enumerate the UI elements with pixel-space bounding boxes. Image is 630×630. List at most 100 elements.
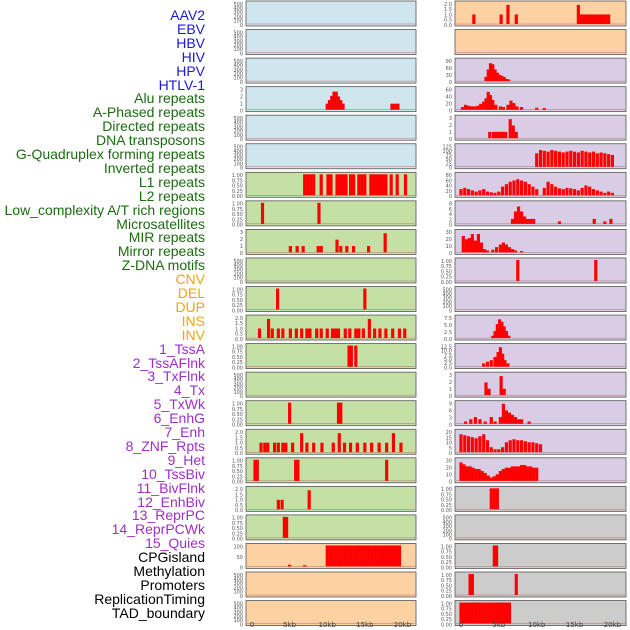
data-bar xyxy=(496,352,500,367)
data-bar xyxy=(474,602,478,624)
y-tick-label: 500 xyxy=(233,601,243,607)
data-bar xyxy=(363,288,367,310)
y-tick-label: 400 xyxy=(233,120,243,126)
data-bar xyxy=(501,447,505,453)
y-tick-label: 75 xyxy=(446,153,452,159)
y-tick-label: 6 xyxy=(449,207,452,213)
track-label: INS xyxy=(181,312,205,329)
y-tick-label: 0 xyxy=(449,423,452,429)
y-tick-label: 100 xyxy=(233,19,243,25)
y-tick-label: 0.00 xyxy=(441,622,452,628)
data-bar xyxy=(529,218,533,224)
x-tick-label: 5kb xyxy=(283,621,297,629)
data-bar xyxy=(498,470,502,481)
data-bar xyxy=(360,174,364,196)
y-tick-label: 20 xyxy=(446,430,452,436)
y-tick-label: 0.25 xyxy=(441,560,452,566)
panel-background xyxy=(245,257,417,284)
y-tick-label: 500 xyxy=(233,259,243,265)
data-bar xyxy=(557,151,562,167)
data-bar xyxy=(506,4,510,24)
y-tick-label: 0.50 xyxy=(232,469,243,475)
data-bar xyxy=(493,331,497,339)
data-bar xyxy=(485,440,490,453)
data-bar xyxy=(330,328,335,339)
data-bar xyxy=(526,466,530,481)
panel-background xyxy=(454,571,627,598)
data-bar xyxy=(394,545,399,567)
track-panel: 1.000.750.500.250.00 xyxy=(232,286,417,314)
track-label: DEL xyxy=(177,285,205,301)
data-bar xyxy=(535,189,539,196)
data-bar xyxy=(476,105,480,110)
data-bar xyxy=(504,442,509,453)
y-tick-label: 0.00 xyxy=(232,537,243,543)
y-tick-label: 0.00 xyxy=(232,365,243,371)
track-panel: 1.000.750.500.250.00 xyxy=(232,400,417,429)
data-bar xyxy=(369,174,373,196)
data-bar xyxy=(399,442,403,453)
panel-background xyxy=(454,514,627,541)
y-tick-label: 300 xyxy=(233,267,243,273)
y-tick-label: 20 xyxy=(446,237,452,243)
x-tick-label: 20kb xyxy=(604,621,622,629)
data-bar xyxy=(603,192,607,196)
data-bar xyxy=(470,574,474,595)
y-tick-label: 300 xyxy=(233,67,243,73)
data-bar xyxy=(516,206,521,224)
data-bar xyxy=(498,319,502,339)
data-bar xyxy=(595,153,599,167)
data-bar xyxy=(333,328,338,339)
data-bar xyxy=(397,545,402,567)
data-bar xyxy=(594,259,598,281)
y-tick-label: 0 xyxy=(240,594,243,600)
y-tick-label: 300 xyxy=(233,39,243,45)
data-bar xyxy=(377,442,381,453)
data-bar xyxy=(512,180,516,196)
data-bar xyxy=(486,475,490,481)
data-bar xyxy=(514,574,518,595)
data-bar xyxy=(486,91,490,110)
data-bar xyxy=(498,244,502,253)
x-tick-label: 10kb xyxy=(528,621,546,629)
data-bar xyxy=(494,247,499,253)
data-bar xyxy=(495,324,499,339)
data-bar xyxy=(325,103,329,110)
data-bar xyxy=(495,72,499,82)
track-panel: 1.000.750.500.250.00 xyxy=(232,457,417,486)
data-bar xyxy=(503,360,507,367)
data-bar xyxy=(389,174,393,196)
y-tick-label: 10 xyxy=(446,473,452,479)
data-bar xyxy=(508,181,512,196)
data-bar xyxy=(609,218,613,224)
y-tick-label: 200 xyxy=(233,585,243,591)
track-label: DUP xyxy=(175,298,205,315)
track-label: DNA transposons xyxy=(96,132,205,149)
data-bar xyxy=(588,152,592,167)
data-bar xyxy=(607,191,611,196)
y-tick-label: 0.00 xyxy=(232,480,243,486)
y-tick-label: 0 xyxy=(240,394,243,400)
data-bar xyxy=(501,186,505,196)
data-bar xyxy=(391,328,395,339)
data-bar xyxy=(354,328,358,339)
data-bar xyxy=(476,234,481,253)
data-bar xyxy=(519,419,524,424)
data-bar xyxy=(335,239,339,253)
y-tick-label: 0 xyxy=(449,308,452,314)
y-tick-label: 2 xyxy=(449,217,452,223)
y-tick-label: 0.25 xyxy=(232,360,243,366)
right-panel-column: 2.01.51.00.50.09060300604020032101251007… xyxy=(441,0,627,628)
data-bar xyxy=(514,14,518,24)
data-bar xyxy=(523,181,527,196)
x-tick-label: 15kb xyxy=(566,621,584,629)
data-bar xyxy=(263,442,267,453)
y-tick-label: 0 xyxy=(240,622,243,628)
track-label: 7_Enh xyxy=(164,424,205,440)
data-bar xyxy=(497,449,501,453)
data-bar xyxy=(576,152,580,167)
data-bar xyxy=(306,174,310,196)
data-bar xyxy=(339,100,343,110)
